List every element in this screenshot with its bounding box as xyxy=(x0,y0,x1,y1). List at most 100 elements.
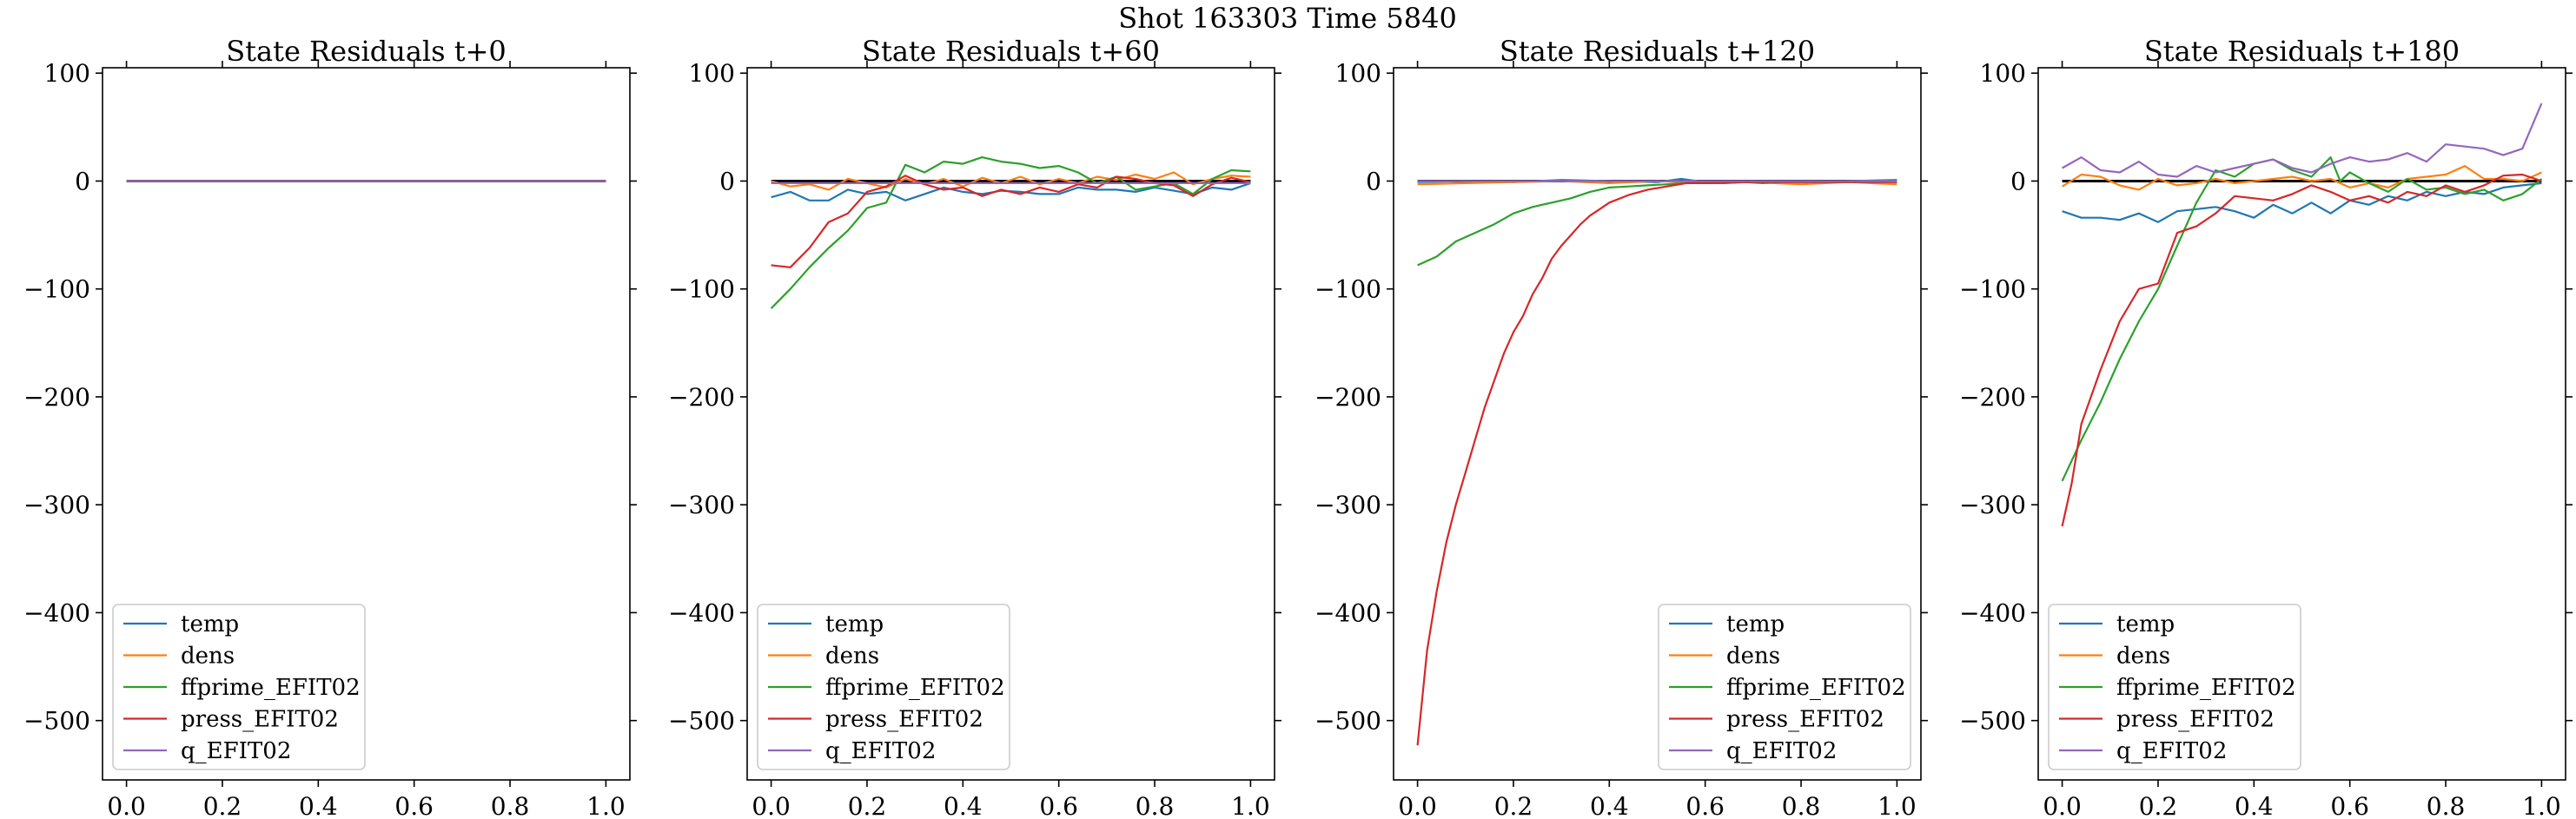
x-tick-label: 0.4 xyxy=(2235,792,2274,819)
legend-label: press_EFIT02 xyxy=(181,707,339,733)
axes-frame xyxy=(102,67,631,781)
x-tick-label: 0.6 xyxy=(1039,792,1078,819)
y-tick-label: 100 xyxy=(1980,59,2026,88)
subplot-title: State Residuals t+180 xyxy=(2144,35,2460,68)
x-tick-label: 0.0 xyxy=(1398,792,1437,819)
legend-label: temp xyxy=(2116,611,2175,637)
series-line-press-efit02 xyxy=(771,175,1251,268)
legend-box xyxy=(2048,604,2301,770)
legend-label: dens xyxy=(2116,644,2170,670)
subplot-3: 0.0 0.2 0.4 0.6 0.8 1.0 100 0 −100 −200 −300 −400 −5… xyxy=(1314,35,1928,819)
x-tick-label: 0.8 xyxy=(2427,792,2466,819)
x-tick-label: 0.6 xyxy=(1685,792,1725,819)
legend-label: ffprime_EFIT02 xyxy=(2116,675,2296,701)
axes-frame xyxy=(746,67,1275,781)
legend: temp dens ffprime_EFIT02 press_EFIT02 q_EFIT… xyxy=(112,604,366,770)
y-tick-label: 100 xyxy=(1335,59,1381,88)
y-tick-label: −300 xyxy=(1314,491,1381,519)
y-tick-label: −100 xyxy=(1314,275,1381,304)
legend-box xyxy=(757,604,1010,770)
legend-label: dens xyxy=(825,644,879,670)
y-tick-label: −400 xyxy=(23,598,90,627)
y-tick-label: −500 xyxy=(1959,707,2026,736)
subplot-panels: 0.0 0.2 0.4 0.6 0.8 1.0 100 0 −100 −200 −300 −400 −5… xyxy=(23,35,2573,819)
legend-box xyxy=(112,604,366,770)
x-tick-label: 0.2 xyxy=(1494,792,1533,819)
y-tick-label: −500 xyxy=(668,707,735,736)
series-line-ffprime-efit02 xyxy=(1417,181,1897,267)
subplot-title: State Residuals t+120 xyxy=(1500,35,1815,68)
legend: temp dens ffprime_EFIT02 press_EFIT02 q_EFIT… xyxy=(757,604,1010,770)
y-tick-label: −100 xyxy=(1959,275,2026,304)
legend-label: ffprime_EFIT02 xyxy=(181,675,361,701)
y-tick-label: −400 xyxy=(1959,598,2026,627)
legend: temp dens ffprime_EFIT02 press_EFIT02 q_EFIT… xyxy=(2048,604,2301,770)
y-tick-label: −400 xyxy=(1314,598,1381,627)
x-tick-label: 0.8 xyxy=(491,792,530,819)
x-tick-label: 0.0 xyxy=(2043,792,2082,819)
series-line-ffprime-efit02 xyxy=(2061,156,2543,482)
series-line-dens xyxy=(2062,165,2542,191)
x-tick-label: 1.0 xyxy=(1877,792,1917,819)
axes-frame xyxy=(1393,67,1922,781)
x-tick-label: 0.4 xyxy=(1590,792,1629,819)
y-tick-label: −300 xyxy=(668,491,735,519)
y-tick-label: −500 xyxy=(1314,707,1381,736)
legend-label: q_EFIT02 xyxy=(825,738,936,764)
series-line-dens xyxy=(771,171,1251,191)
y-tick-label: −500 xyxy=(23,707,90,736)
y-tick-label: −100 xyxy=(668,275,735,304)
legend-label: ffprime_EFIT02 xyxy=(1726,675,1906,701)
subplot-title: State Residuals t+0 xyxy=(226,35,507,68)
x-tick-label: 0.2 xyxy=(2139,792,2178,819)
x-tick-label: 0.2 xyxy=(203,792,242,819)
subplot-4: 0.0 0.2 0.4 0.6 0.8 1.0 100 0 −100 −200 −300 −400 −5… xyxy=(1959,35,2573,819)
x-tick-label: 0.8 xyxy=(1136,792,1175,819)
x-tick-label: 0.6 xyxy=(394,792,434,819)
y-tick-label: −200 xyxy=(668,383,735,412)
x-tick-label: 1.0 xyxy=(2522,792,2561,819)
x-tick-label: 0.4 xyxy=(299,792,338,819)
series-line-q-efit02 xyxy=(2062,102,2543,178)
x-tick-label: 0.6 xyxy=(2330,792,2369,819)
legend: temp dens ffprime_EFIT02 press_EFIT02 q_EFIT… xyxy=(1658,604,1911,770)
x-tick-label: 0.0 xyxy=(752,792,791,819)
legend-label: temp xyxy=(1726,611,1785,637)
y-tick-label: 0 xyxy=(1366,167,1381,195)
figure-suptitle: Shot 163303 Time 5840 xyxy=(1118,2,1457,35)
axes-frame xyxy=(2037,67,2566,781)
x-tick-label: 1.0 xyxy=(1231,792,1270,819)
legend-label: temp xyxy=(181,611,239,637)
y-tick-label: 0 xyxy=(75,167,90,195)
y-tick-label: −300 xyxy=(23,491,90,519)
y-tick-label: −200 xyxy=(1959,383,2026,412)
y-tick-label: −200 xyxy=(23,383,90,412)
legend-label: dens xyxy=(181,644,235,670)
y-tick-label: −200 xyxy=(1314,383,1381,412)
series-line-press-efit02 xyxy=(1416,181,1897,746)
x-tick-label: 0.2 xyxy=(848,792,887,819)
series-line-press-efit02 xyxy=(2061,173,2542,527)
x-tick-label: 0.4 xyxy=(944,792,983,819)
legend-label: dens xyxy=(1726,644,1780,670)
legend-label: ffprime_EFIT02 xyxy=(825,675,1005,701)
subplot-title: State Residuals t+60 xyxy=(862,35,1160,68)
y-tick-label: −100 xyxy=(23,275,90,304)
y-tick-label: −300 xyxy=(1959,491,2026,519)
x-tick-label: 0.8 xyxy=(1782,792,1821,819)
x-tick-label: 0.0 xyxy=(107,792,146,819)
y-tick-label: −400 xyxy=(668,598,735,627)
legend-label: q_EFIT02 xyxy=(2116,738,2227,764)
x-tick-label: 1.0 xyxy=(586,792,626,819)
subplot-1: 0.0 0.2 0.4 0.6 0.8 1.0 100 0 −100 −200 −300 −400 −5… xyxy=(23,35,637,819)
legend-label: press_EFIT02 xyxy=(825,707,983,733)
y-tick-label: 0 xyxy=(719,167,735,195)
legend-box xyxy=(1658,604,1911,770)
subplot-2: 0.0 0.2 0.4 0.6 0.8 1.0 100 0 −100 −200 −300 −400 −5… xyxy=(668,35,1281,819)
legend-label: press_EFIT02 xyxy=(2116,707,2275,733)
legend-label: press_EFIT02 xyxy=(1726,707,1884,733)
y-tick-label: 100 xyxy=(689,59,735,88)
y-tick-label: 0 xyxy=(2010,167,2026,195)
legend-label: q_EFIT02 xyxy=(181,738,291,764)
